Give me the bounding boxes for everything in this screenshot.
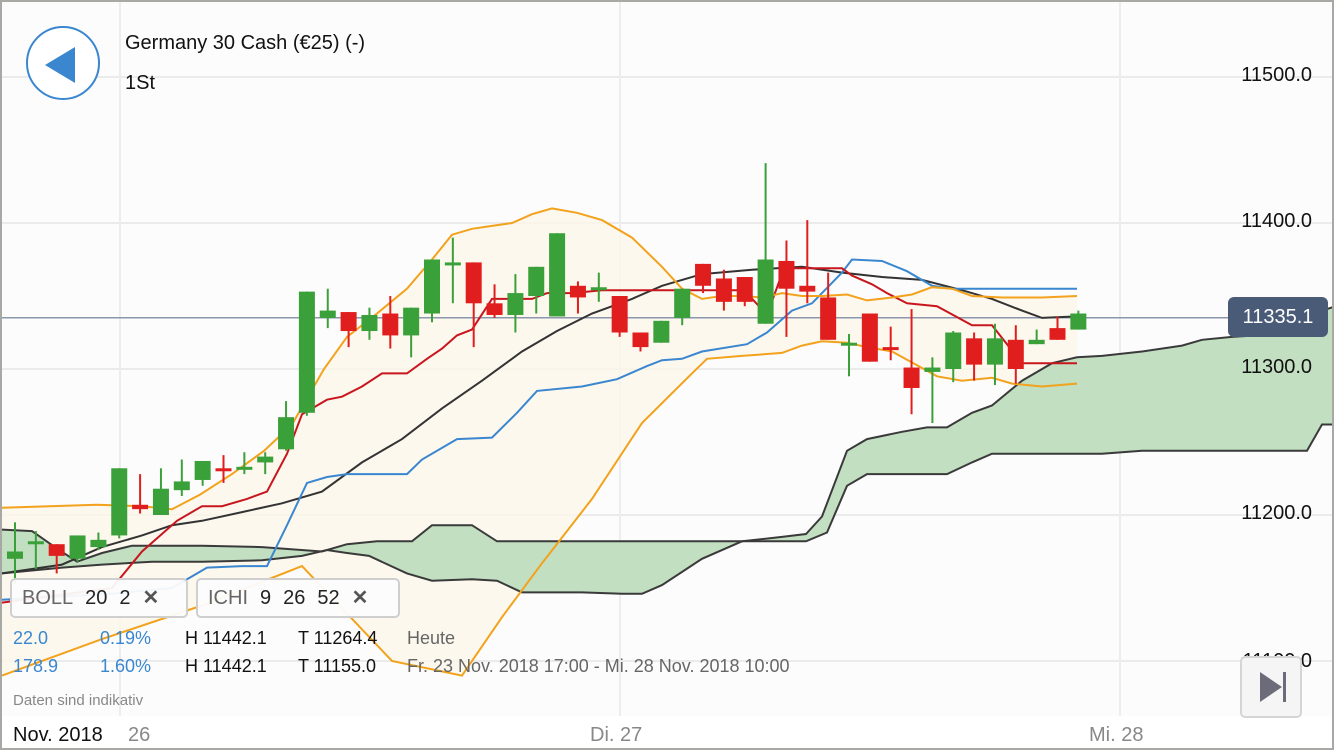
y-axis-label: 11500.0 [1241, 64, 1312, 86]
stat-pct: 0.19% [100, 628, 152, 648]
stat-change: 22.0 [13, 628, 49, 648]
close-icon[interactable]: ✕ [351, 587, 369, 609]
indicator-param: 2 [119, 587, 131, 609]
stat-change: 178.9 [13, 656, 59, 676]
stat-low: T 11155.0 [298, 656, 377, 676]
current-price-tag: 11335.1 [1228, 297, 1328, 337]
x-axis-label: Mi. 28 [1089, 724, 1144, 746]
y-axis-label: 11400.0 [1241, 210, 1312, 232]
stat-period: Heute [407, 628, 456, 648]
x-axis-label: 26 [128, 724, 151, 746]
close-icon[interactable]: ✕ [142, 587, 160, 609]
indicator-param: 9 [260, 587, 272, 609]
instrument-title: Germany 30 Cash (€25) (-) [125, 32, 366, 54]
x-axis-label: Nov. 2018 [13, 724, 103, 746]
back-arrow-icon [45, 47, 75, 83]
back-button[interactable] [26, 26, 100, 100]
stat-high: H 11442.1 [185, 628, 267, 648]
y-axis-label: 11300.0 [1241, 356, 1312, 378]
timeframe-label[interactable]: 1St [125, 72, 156, 94]
indicator-pill-ichi[interactable]: ICHI 9 26 52 ✕ [196, 578, 400, 618]
x-axis-label: Di. 27 [590, 724, 643, 746]
skip-to-end-icon [1260, 672, 1286, 702]
stat-low: T 11264.4 [298, 628, 378, 648]
indicator-param: 26 [283, 587, 306, 609]
indicator-name: BOLL [22, 587, 74, 609]
disclaimer: Daten sind indikativ [13, 692, 144, 709]
jump-to-end-button[interactable] [1240, 656, 1302, 718]
stat-pct: 1.60% [100, 656, 152, 676]
stat-period: Fr. 23 Nov. 2018 17:00 - Mi. 28 Nov. 201… [407, 656, 790, 676]
stat-high: H 11442.1 [185, 656, 267, 676]
indicator-param: 52 [317, 587, 340, 609]
indicator-pill-boll[interactable]: BOLL 20 2 ✕ [10, 578, 188, 618]
y-axis-label: 11200.0 [1241, 502, 1312, 524]
indicator-param: 20 [85, 587, 108, 609]
indicator-name: ICHI [208, 587, 248, 609]
x-axis: Nov. 2018 26 Di. 27 Mi. 28 [2, 716, 1332, 748]
